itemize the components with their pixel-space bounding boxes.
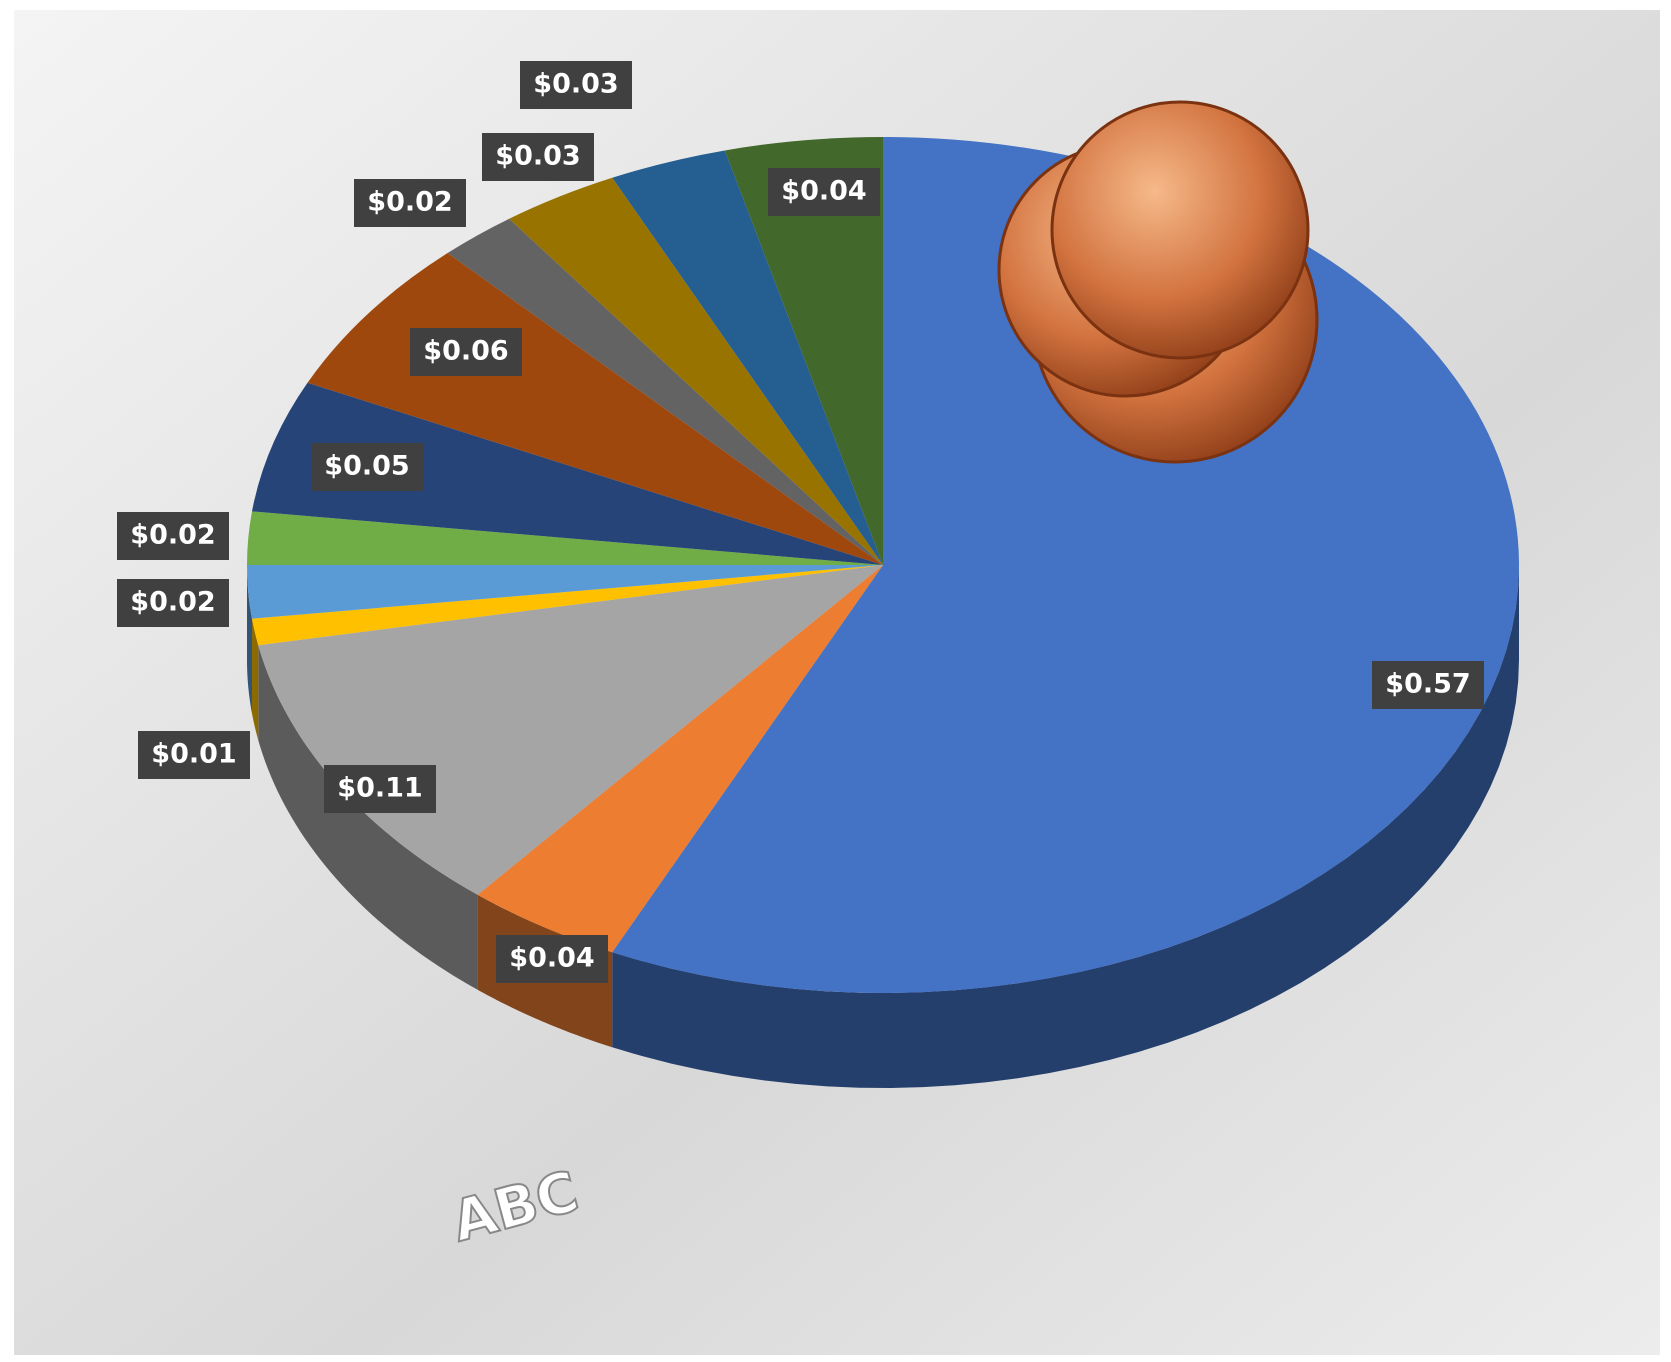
data-label: $0.04: [509, 943, 594, 974]
coins: [997, 100, 1319, 464]
data-label: $0.05: [324, 451, 409, 482]
data-label: $0.03: [495, 141, 580, 172]
label-box: [324, 765, 436, 813]
label-box: [138, 731, 250, 779]
pie: $0.57 $0.04 $0.11 $0.01 $0.02 $0.02 $0.05 $0.06…: [117, 61, 1519, 1088]
label-box: [410, 328, 522, 376]
label-box: [768, 168, 880, 216]
pie-slice: [612, 150, 883, 565]
pie-side: [252, 618, 259, 741]
pie-slice: [509, 177, 883, 566]
data-label: $0.02: [367, 187, 452, 218]
data-label: $0.01: [151, 739, 236, 770]
coin: [1050, 100, 1310, 360]
label-box: [117, 512, 229, 560]
data-label: $0.02: [130, 520, 215, 551]
data-label: $0.03: [533, 69, 618, 100]
pie-slice: [247, 565, 883, 619]
label-box: [496, 935, 608, 983]
data-label: $0.11: [337, 773, 422, 804]
data-label: $0.57: [1385, 669, 1470, 700]
pie-slice: [447, 218, 883, 565]
pie-side: [247, 565, 253, 714]
label-box: [311, 443, 423, 491]
data-label: $0.02: [130, 587, 215, 618]
label-box: [354, 179, 466, 227]
label-box: [482, 133, 594, 181]
pie-side: [258, 645, 478, 990]
label-box: [1372, 661, 1484, 709]
pie-slice: [252, 382, 884, 565]
pie-slice: [724, 137, 883, 565]
data-label: $0.04: [781, 176, 866, 207]
pie-slice: [247, 511, 883, 565]
pie-side: [612, 565, 1519, 1088]
data-label: $0.06: [423, 336, 508, 367]
pie-slice: [252, 565, 884, 646]
pie-slice: [477, 565, 883, 953]
label-box: [520, 61, 632, 109]
label-box: [117, 579, 229, 627]
